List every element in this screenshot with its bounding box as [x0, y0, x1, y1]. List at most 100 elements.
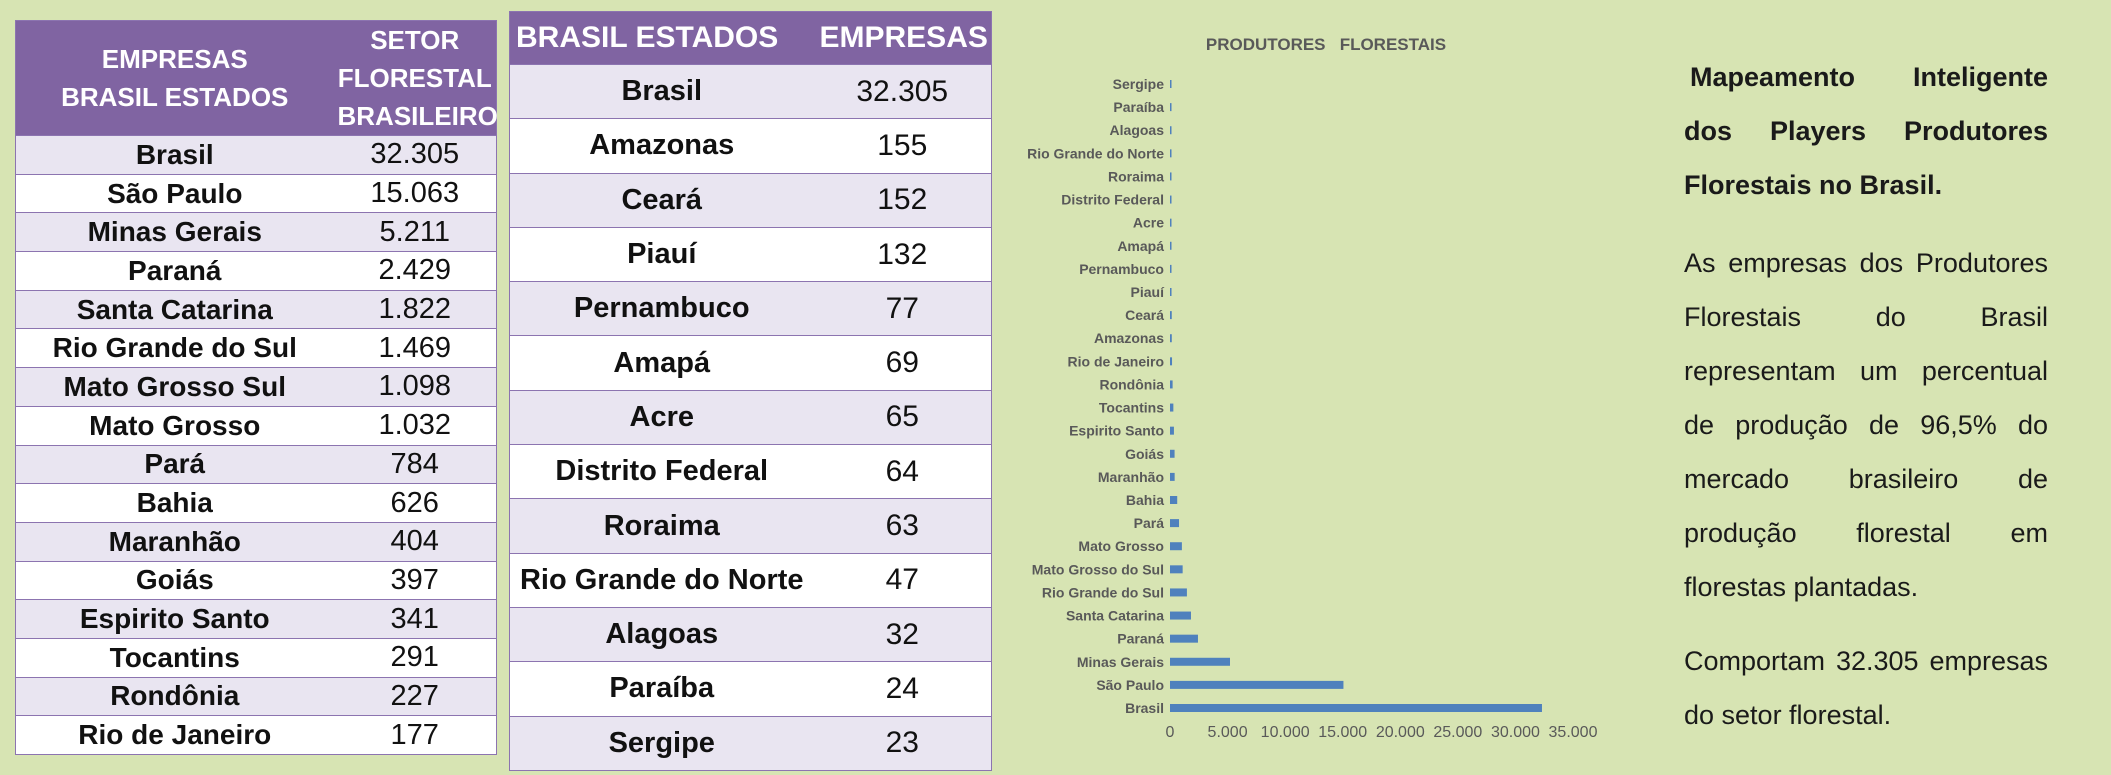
- category-label: Rio Grande do Norte: [1027, 145, 1164, 161]
- right-state-name: Roraima: [509, 498, 814, 554]
- right-table-row: Piauí 132: [509, 226, 992, 283]
- category-label: Goiás: [1125, 446, 1164, 462]
- left-state-name: Mato Grosso Sul: [15, 367, 334, 407]
- left-state-value: 397: [333, 560, 497, 601]
- right-state-value: 77: [813, 281, 992, 337]
- left-state-value: 291: [333, 637, 497, 678]
- category-label: Ceará: [1125, 307, 1164, 323]
- right-state-value: 155: [813, 118, 992, 174]
- chart-title: PRODUTORES FLORESTAIS: [1206, 35, 1446, 54]
- right-table: BRASIL ESTADOS EMPRESAS Brasil 32.305 Amaz…: [509, 11, 992, 771]
- bar: [1170, 542, 1182, 551]
- left-state-name: Tocantins: [15, 637, 334, 678]
- left-state-name: Pará: [15, 444, 334, 485]
- left-state-value: 227: [333, 676, 497, 717]
- category-label: Espirito Santo: [1069, 423, 1164, 439]
- right-table-row: Amazonas 155: [509, 118, 992, 174]
- category-label: Rio de Janeiro: [1068, 353, 1164, 369]
- right-state-value: 65: [813, 389, 992, 446]
- right-table-row: Alagoas 32: [509, 606, 992, 663]
- category-label: Amapá: [1117, 238, 1164, 254]
- right-state-value: 32: [813, 606, 992, 663]
- left-state-value: 2.429: [333, 251, 497, 291]
- left-table-row: Santa Catarina 1.822: [15, 289, 497, 330]
- paragraph-2: Comportam 32.305 empresas do setor flore…: [1684, 646, 2048, 730]
- bar-chart: PRODUTORES FLORESTAIS Sergipe Paraíba Alag…: [1027, 35, 1598, 741]
- category-label: Paraná: [1117, 631, 1164, 647]
- category-label: Mato Grosso do Sul: [1032, 561, 1164, 577]
- left-state-value: 177: [333, 715, 497, 755]
- x-tick-label: 20.000: [1376, 724, 1425, 741]
- right-state-value: 32.305: [813, 63, 992, 120]
- paragraph-1: As empresas dos Produtores Florestais do…: [1684, 248, 2048, 602]
- x-tick-label: 25.000: [1433, 724, 1482, 741]
- category-label: Distrito Federal: [1061, 192, 1164, 208]
- left-state-value: 32.305: [333, 135, 497, 175]
- right-state-value: 23: [813, 715, 992, 771]
- right-header-empresas: EMPRESAS: [813, 11, 992, 65]
- bar: [1170, 288, 1172, 296]
- x-tick-label: 35.000: [1549, 724, 1598, 741]
- right-state-name: Alagoas: [509, 606, 814, 663]
- left-table-row: Tocantins 291: [15, 637, 497, 678]
- left-state-value: 404: [333, 521, 497, 562]
- right-state-name: Rio Grande do Norte: [509, 552, 814, 608]
- left-state-name: São Paulo: [15, 173, 334, 214]
- x-tick-label: 0: [1166, 724, 1175, 741]
- left-state-value: 1.469: [333, 328, 497, 369]
- left-table-row: Maranhão 404: [15, 521, 497, 562]
- left-state-name: Rio Grande do Sul: [15, 328, 334, 369]
- left-table-row: Pará 784: [15, 444, 497, 485]
- left-state-name: Maranhão: [15, 521, 334, 562]
- left-state-value: 15.063: [333, 173, 497, 214]
- left-table-row: Mato Grosso 1.032: [15, 405, 497, 446]
- bar: [1170, 80, 1172, 88]
- left-state-name: Paraná: [15, 251, 334, 291]
- left-table-row: Minas Gerais 5.211: [15, 212, 497, 253]
- bar: [1170, 334, 1172, 343]
- left-table-row: Rondônia 227: [15, 676, 497, 717]
- left-state-value: 5.211: [333, 212, 497, 253]
- left-table: EMPRESAS BRASIL ESTADOS SETOR FLORESTAL BRA…: [15, 20, 498, 755]
- bar: [1170, 565, 1183, 574]
- left-table-row: São Paulo 15.063: [15, 173, 497, 214]
- left-state-name: Brasil: [15, 135, 334, 175]
- category-label: Tocantins: [1099, 400, 1164, 416]
- bar: [1170, 149, 1172, 158]
- left-state-name: Goiás: [15, 560, 334, 601]
- right-state-name: Paraíba: [509, 661, 814, 717]
- bar: [1170, 380, 1173, 389]
- right-state-name: Sergipe: [509, 715, 814, 771]
- category-label: São Paulo: [1096, 677, 1164, 693]
- category-label: Maranhão: [1098, 469, 1164, 485]
- bar: [1170, 634, 1198, 643]
- bar: [1170, 704, 1542, 712]
- right-table-row: Sergipe 23: [509, 715, 992, 771]
- right-table-row: Pernambuco 77: [509, 281, 992, 337]
- right-table-row: Rio Grande do Norte 47: [509, 552, 992, 608]
- category-label: Acre: [1133, 215, 1164, 231]
- left-table-row: Rio Grande do Sul 1.469: [15, 328, 497, 369]
- right-state-value: 63: [813, 498, 992, 554]
- category-label: Amazonas: [1094, 330, 1164, 346]
- bar: [1170, 426, 1174, 435]
- right-state-name: Piauí: [509, 226, 814, 283]
- left-state-name: Minas Gerais: [15, 212, 334, 253]
- bar: [1170, 357, 1173, 366]
- bar: [1170, 218, 1172, 227]
- left-table-row: Espirito Santo 341: [15, 599, 497, 639]
- bar: [1170, 195, 1172, 204]
- left-header-setor: SETOR FLORESTAL BRASILEIRO: [333, 20, 498, 136]
- bar: [1170, 657, 1231, 666]
- x-tick-label: 10.000: [1261, 724, 1310, 741]
- right-state-value: 69: [813, 335, 992, 391]
- right-state-name: Ceará: [509, 172, 814, 228]
- category-label: Mato Grosso: [1078, 538, 1164, 554]
- category-label: Rio Grande do Sul: [1042, 584, 1164, 600]
- bar: [1170, 449, 1175, 458]
- left-state-value: 784: [333, 444, 497, 485]
- bar: [1170, 519, 1180, 528]
- left-state-value: 341: [333, 599, 497, 639]
- category-label: Alagoas: [1110, 122, 1165, 138]
- right-table-header: BRASIL ESTADOS EMPRESAS: [509, 11, 992, 65]
